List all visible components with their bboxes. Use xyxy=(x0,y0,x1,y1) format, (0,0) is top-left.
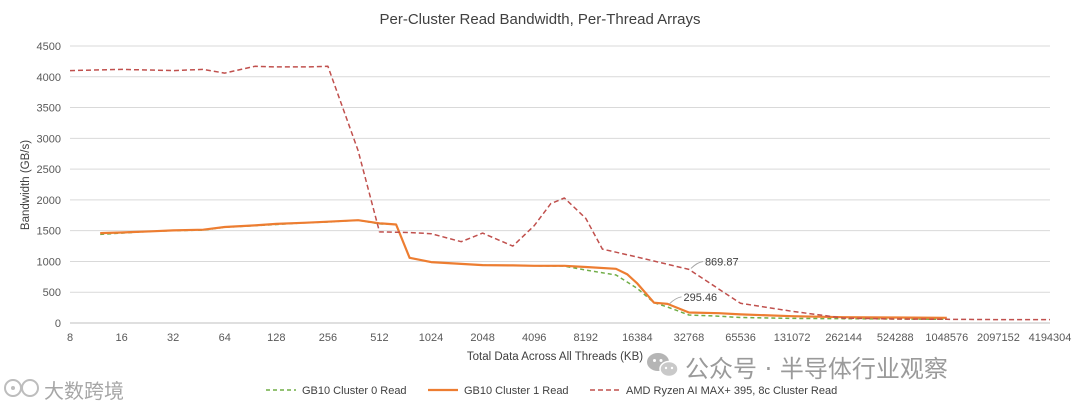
y-tick-label-3500: 3500 xyxy=(37,103,61,115)
series-line-gb10-cluster-1-read xyxy=(100,219,947,319)
x-axis-title: Total Data Across All Threads (KB) xyxy=(467,351,643,363)
x-tick-label-32768: 32768 xyxy=(674,332,705,344)
x-tick-label-131072: 131072 xyxy=(774,332,811,344)
x-tick-label-65536: 65536 xyxy=(725,332,756,344)
x-tick-label-64: 64 xyxy=(219,332,231,344)
annotation-leader-869-87 xyxy=(690,260,704,269)
series-lines xyxy=(69,65,1050,321)
y-tick-label-3000: 3000 xyxy=(37,133,61,145)
annotation-label-295-46: 295.46 xyxy=(684,292,718,304)
x-tick-label-128: 128 xyxy=(267,332,285,344)
y-axis-title: Bandwidth (GB/s) xyxy=(20,140,32,230)
annotations: 869.87 295.46 xyxy=(669,256,739,305)
x-tick-label-262144: 262144 xyxy=(825,332,862,344)
y-tick-label-4500: 4500 xyxy=(37,41,61,53)
x-tick-label-1048576: 1048576 xyxy=(925,332,968,344)
x-tick-label-2097152: 2097152 xyxy=(977,332,1020,344)
chart-title: Per-Cluster Read Bandwidth, Per-Thread A… xyxy=(380,11,701,28)
x-tick-label-2048: 2048 xyxy=(470,332,494,344)
y-tick-label-0: 0 xyxy=(55,318,61,330)
y-tick-label-500: 500 xyxy=(43,287,61,299)
legend: GB10 Cluster 0 Read GB10 Cluster 1 Read AM… xyxy=(266,385,837,397)
watermark-top-text: 公众号 · 半导体行业观察 xyxy=(685,355,948,383)
x-tick-label-8192: 8192 xyxy=(574,332,598,344)
y-tick-label-1000: 1000 xyxy=(37,256,61,268)
x-axis-ticks: 8 16 32 64 128 256 512 1024 2048 4096 8192 16384 327… xyxy=(67,332,1071,344)
x-tick-label-1024: 1024 xyxy=(419,332,443,344)
x-tick-label-32: 32 xyxy=(167,332,179,344)
annotation-label-869-87: 869.87 xyxy=(705,256,739,268)
wechat-icon xyxy=(647,353,679,378)
x-tick-label-16384: 16384 xyxy=(622,332,653,344)
legend-label-gb10-cluster-0-read: GB10 Cluster 0 Read xyxy=(302,385,407,397)
y-axis-ticks: 0 500 1000 1500 2000 2500 3000 3500 4000 4500 xyxy=(37,41,61,330)
x-tick-label-256: 256 xyxy=(319,332,337,344)
y-tick-label-1500: 1500 xyxy=(37,226,61,238)
x-tick-label-4194304: 4194304 xyxy=(1029,332,1072,344)
series-line-amd-ryzen-ai-max-395-8c-cluster-read xyxy=(69,65,1050,321)
watermark-bottom-left: 大数跨境 xyxy=(4,379,124,403)
gridlines xyxy=(70,45,1050,324)
logo-icon xyxy=(4,379,39,397)
x-tick-label-16: 16 xyxy=(115,332,127,344)
annotation-leader-295-46 xyxy=(669,296,682,305)
x-tick-label-512: 512 xyxy=(370,332,388,344)
x-tick-label-524288: 524288 xyxy=(877,332,914,344)
x-tick-label-4096: 4096 xyxy=(522,332,546,344)
legend-label-gb10-cluster-1-read: GB10 Cluster 1 Read xyxy=(464,385,569,397)
legend-label-amd-ryzen-ai-max-395-8c-cluster-read: AMD Ryzen AI MAX+ 395, 8c Cluster Read xyxy=(626,385,837,397)
y-tick-label-2500: 2500 xyxy=(37,164,61,176)
watermark-bottom-left-text: 大数跨境 xyxy=(44,379,124,403)
y-tick-label-2000: 2000 xyxy=(37,195,61,207)
y-tick-label-4000: 4000 xyxy=(37,72,61,84)
x-tick-label-8: 8 xyxy=(67,332,73,344)
watermark-top: 公众号 · 半导体行业观察 xyxy=(647,353,948,383)
